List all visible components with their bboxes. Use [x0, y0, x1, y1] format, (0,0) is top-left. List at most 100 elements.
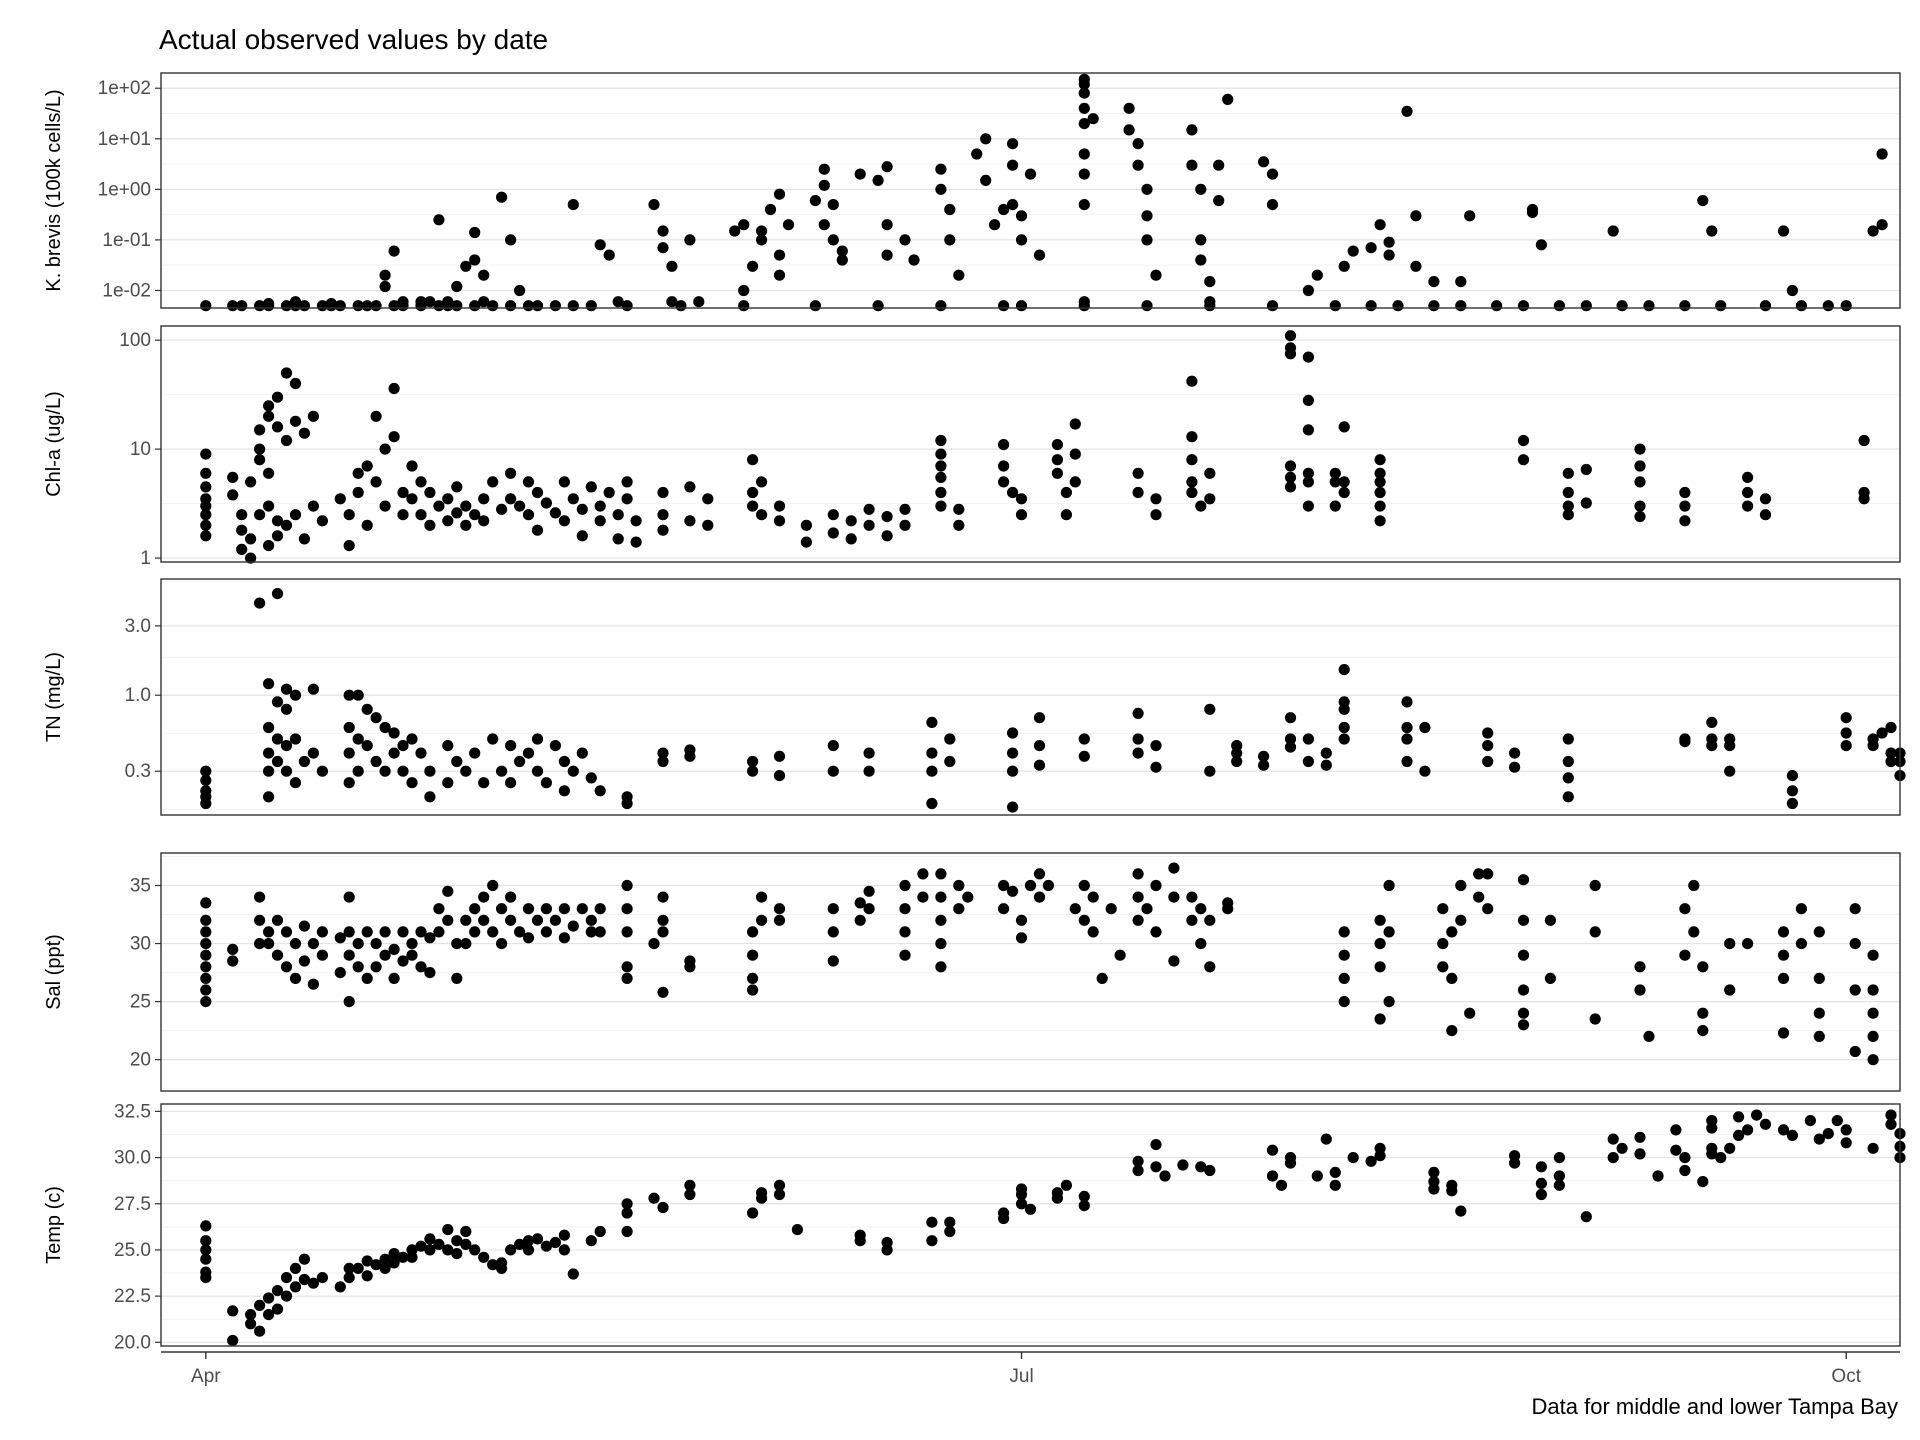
data-point — [1347, 1152, 1359, 1164]
data-point — [1365, 300, 1377, 312]
data-point — [1320, 1133, 1332, 1145]
data-point — [1482, 903, 1494, 915]
y-tick-label: 1e+01 — [98, 129, 151, 150]
data-point — [558, 755, 571, 768]
data-point — [496, 191, 508, 203]
data-point — [594, 500, 606, 512]
data-point — [1105, 903, 1117, 915]
data-point — [1123, 124, 1135, 136]
data-point — [478, 914, 490, 926]
data-point — [630, 536, 642, 548]
data-point — [1580, 300, 1592, 312]
data-point — [496, 903, 508, 915]
data-point — [478, 269, 490, 281]
data-point — [263, 1309, 275, 1321]
data-point — [236, 524, 248, 536]
data-point — [1338, 421, 1350, 433]
data-point — [1580, 1211, 1592, 1223]
data-point — [1813, 926, 1825, 938]
data-point — [1347, 245, 1359, 257]
data-point — [657, 755, 669, 768]
data-point — [1087, 891, 1099, 903]
data-point — [334, 493, 346, 505]
x-tick-label: Jul — [1009, 1366, 1033, 1387]
data-point — [1885, 747, 1897, 759]
data-point — [1517, 300, 1530, 312]
data-point — [1831, 1115, 1843, 1127]
data-point — [953, 903, 965, 915]
data-point — [980, 174, 992, 186]
data-point — [406, 938, 418, 950]
data-point — [1374, 454, 1386, 466]
data-point — [1885, 721, 1897, 734]
data-point — [1231, 747, 1243, 759]
data-point — [1724, 765, 1736, 777]
data-point — [756, 1187, 768, 1199]
data-point — [1634, 1131, 1646, 1143]
data-point — [1849, 903, 1861, 915]
data-point — [1060, 1179, 1072, 1191]
data-point — [1867, 1142, 1879, 1154]
data-point — [621, 903, 633, 915]
data-point — [1670, 1124, 1682, 1136]
data-point — [899, 519, 911, 531]
data-point — [747, 500, 759, 512]
data-point — [576, 530, 588, 542]
data-point — [442, 515, 454, 527]
data-point — [1383, 236, 1395, 248]
data-point — [1365, 1155, 1377, 1167]
data-point — [1015, 300, 1028, 312]
data-point — [657, 891, 669, 903]
data-point — [1195, 254, 1207, 266]
data-point — [200, 1235, 212, 1247]
data-point — [666, 260, 678, 272]
data-point — [316, 515, 328, 527]
data-point — [1132, 733, 1144, 745]
data-point — [487, 476, 499, 488]
data-point — [200, 1253, 212, 1265]
data-point — [388, 1248, 400, 1260]
data-point — [827, 199, 839, 211]
data-point — [451, 938, 463, 950]
data-point — [1374, 515, 1386, 527]
data-point — [944, 1225, 956, 1238]
data-point — [442, 914, 454, 926]
data-point — [370, 1259, 382, 1271]
data-point — [1455, 914, 1467, 926]
data-point — [648, 199, 660, 211]
data-point — [1634, 476, 1646, 488]
data-point — [1589, 879, 1601, 892]
data-point — [1051, 1192, 1063, 1204]
data-point — [1777, 949, 1790, 961]
data-point — [684, 1188, 696, 1201]
data-point — [962, 891, 974, 903]
data-point — [388, 727, 400, 739]
data-point — [1679, 486, 1691, 499]
data-point — [361, 519, 373, 531]
data-point — [1562, 486, 1574, 499]
data-point — [989, 219, 1001, 231]
data-point — [926, 797, 938, 810]
data-point — [729, 225, 741, 237]
data-point — [1051, 439, 1063, 451]
data-point — [505, 493, 517, 505]
data-point — [280, 367, 293, 379]
data-point — [1535, 1177, 1547, 1189]
data-point — [1446, 926, 1458, 938]
data-point — [263, 540, 275, 552]
data-point — [388, 431, 400, 443]
data-point — [1069, 476, 1081, 488]
data-point — [1706, 716, 1718, 729]
data-point — [433, 926, 445, 938]
data-point — [415, 961, 427, 973]
data-point — [379, 443, 391, 455]
data-point — [1517, 434, 1530, 447]
data-point — [657, 225, 669, 237]
data-point — [621, 1225, 633, 1238]
data-point — [1195, 903, 1207, 915]
data-point — [1374, 961, 1386, 973]
data-point — [271, 1303, 284, 1315]
data-point — [621, 926, 633, 938]
data-point — [388, 943, 400, 956]
data-point — [487, 1259, 499, 1271]
